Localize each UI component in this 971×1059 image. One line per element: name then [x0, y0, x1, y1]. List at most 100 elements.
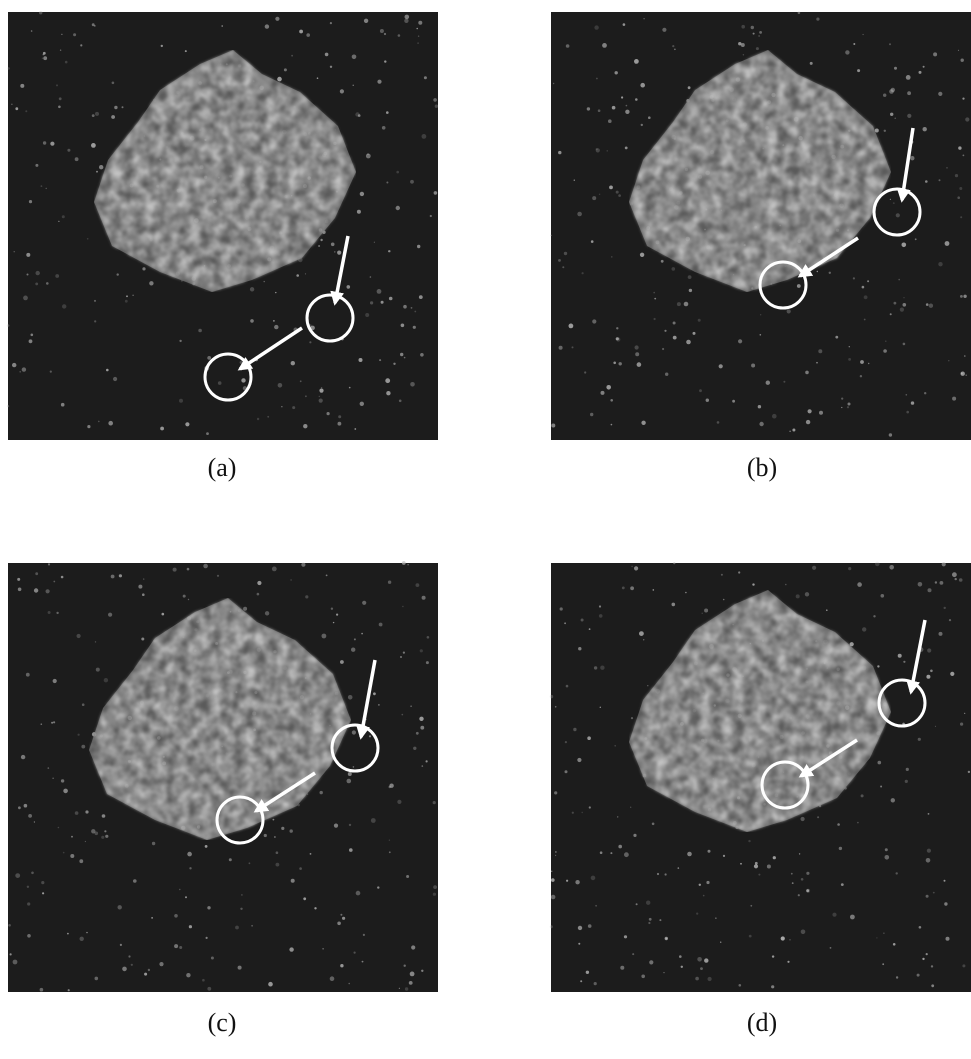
speckle — [873, 615, 875, 617]
speckle — [797, 284, 801, 288]
speckle — [662, 348, 664, 350]
speckle — [720, 942, 721, 943]
speckle — [96, 171, 98, 173]
speckle — [75, 811, 79, 815]
speckle — [265, 24, 269, 28]
speckle — [876, 937, 877, 938]
speckle — [889, 565, 894, 570]
speckle — [81, 745, 85, 749]
speckle — [648, 922, 650, 924]
page: (a)(b)(c)(d) (() => { const data = JSON.… — [0, 0, 971, 1054]
speckle — [433, 98, 437, 102]
speckle — [272, 567, 277, 572]
speckle — [126, 295, 128, 297]
speckle — [377, 289, 382, 294]
speckle — [53, 581, 55, 583]
speckle — [291, 361, 295, 365]
speckle — [398, 34, 401, 37]
speckle — [31, 872, 34, 875]
speckle — [12, 363, 16, 367]
speckle — [938, 92, 942, 96]
speckle — [14, 251, 15, 252]
speckle — [559, 346, 563, 350]
speckle — [853, 43, 855, 45]
speckle — [864, 319, 866, 321]
speckle — [65, 61, 68, 64]
speckle — [75, 157, 79, 161]
speckle — [296, 274, 299, 277]
speckle — [353, 766, 355, 768]
speckle — [80, 44, 82, 46]
speckle — [810, 62, 813, 65]
speckle — [630, 807, 631, 808]
speckle — [582, 272, 584, 274]
speckle — [558, 151, 561, 154]
speckle — [927, 648, 931, 652]
speckle — [389, 840, 390, 841]
speckle — [911, 401, 914, 404]
speckle — [959, 187, 962, 190]
speckle — [759, 422, 763, 426]
speckle — [832, 913, 836, 917]
speckle — [806, 872, 809, 875]
speckle — [377, 80, 381, 84]
speckle — [274, 325, 278, 329]
speckle — [403, 652, 405, 654]
speckle — [416, 28, 418, 30]
speckle — [36, 271, 40, 275]
speckle — [416, 583, 420, 587]
speckle — [43, 56, 47, 60]
speckle — [409, 981, 413, 985]
speckle — [717, 421, 720, 424]
speckle — [39, 11, 42, 14]
speckle — [330, 976, 335, 981]
speckle — [101, 836, 104, 839]
speckle — [319, 396, 320, 397]
speckle — [19, 371, 21, 373]
speckle — [562, 266, 564, 268]
speckle — [7, 405, 9, 407]
speckle — [958, 50, 959, 51]
speckle — [678, 867, 680, 869]
speckle — [894, 302, 897, 305]
speckle — [798, 12, 801, 15]
speckle — [898, 654, 902, 658]
speckle — [352, 730, 356, 734]
speckle — [841, 398, 843, 400]
speckle — [369, 735, 371, 737]
speckle — [890, 313, 892, 315]
speckle — [939, 632, 943, 636]
speckle — [606, 385, 611, 390]
speckle — [621, 96, 623, 98]
speckle — [926, 953, 928, 955]
speckle — [320, 239, 322, 241]
speckle — [18, 806, 21, 809]
speckle — [616, 327, 618, 329]
speckle — [206, 937, 208, 939]
speckle — [649, 960, 653, 964]
speckle — [867, 280, 869, 282]
speckle — [20, 84, 24, 88]
speckle — [73, 33, 76, 36]
speckle — [758, 874, 760, 876]
speckle — [305, 595, 308, 598]
speckle — [384, 60, 386, 62]
speckle — [174, 944, 178, 948]
speckle — [801, 817, 805, 821]
speckle — [565, 741, 567, 743]
speckle — [946, 167, 947, 168]
speckle — [389, 297, 393, 301]
speckle — [550, 235, 551, 236]
speckle — [8, 924, 11, 927]
speckle — [396, 206, 400, 210]
speckle — [373, 692, 376, 695]
speckle — [756, 47, 759, 50]
speckle — [766, 381, 770, 385]
speckle — [22, 367, 26, 371]
speckle — [738, 339, 742, 343]
speckle — [160, 427, 164, 431]
speckle — [267, 416, 269, 418]
speckle — [355, 112, 359, 116]
speckle — [183, 595, 186, 598]
speckle — [572, 812, 574, 814]
